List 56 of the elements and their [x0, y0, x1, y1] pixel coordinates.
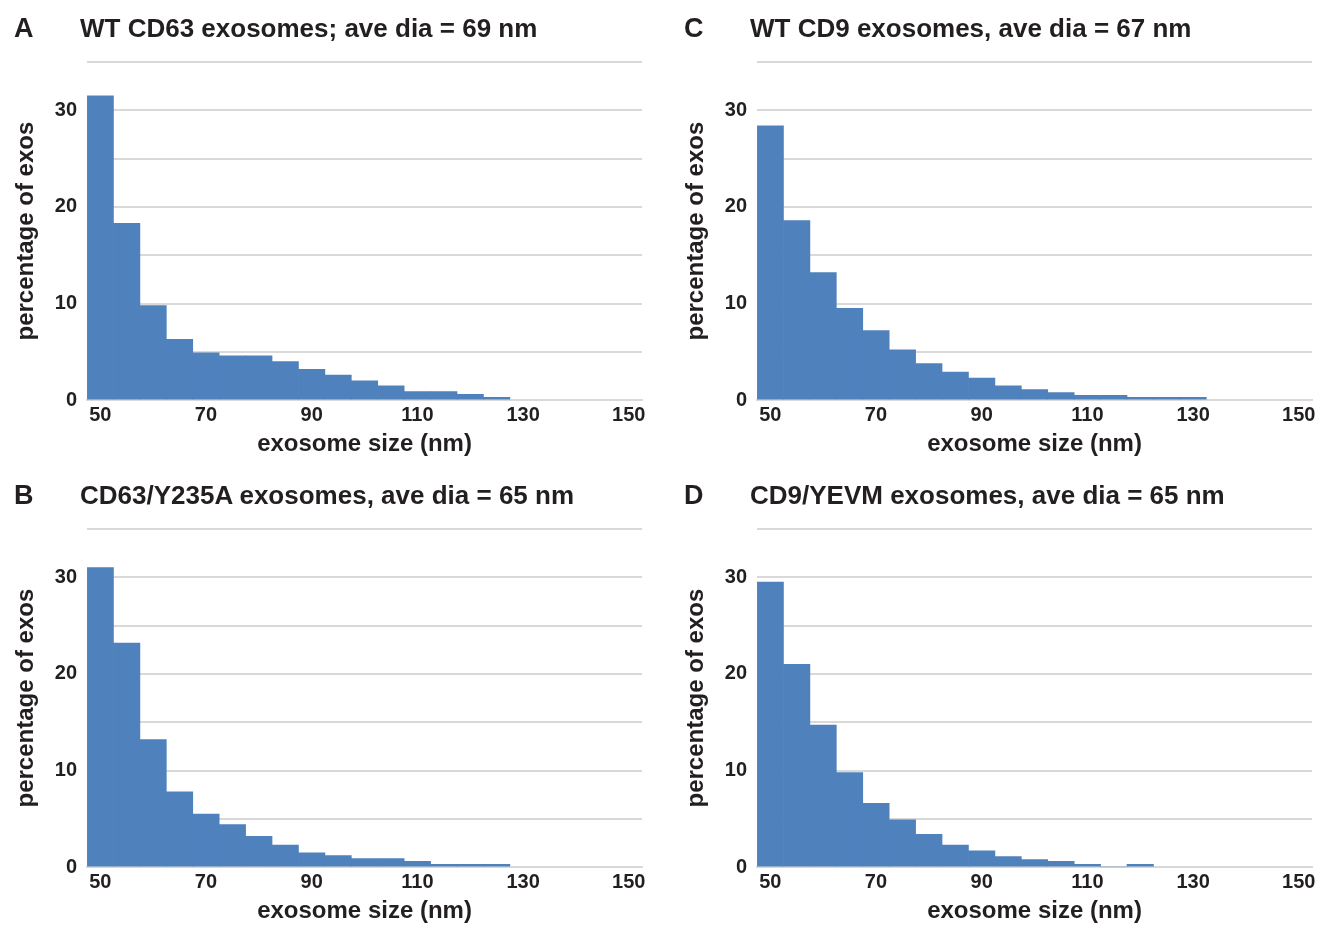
y-axis-title: percentage of exos	[681, 588, 709, 808]
y-axis-title: percentage of exos	[681, 121, 709, 341]
x-tick-label: 110	[1071, 869, 1104, 892]
y-tick-label: 20	[54, 661, 78, 684]
x-tick-label: 110	[1071, 402, 1104, 425]
chart-title: CD63/Y235A exosomes, ave dia = 65 nm	[80, 480, 575, 511]
y-tick-label: 20	[724, 194, 748, 217]
x-tick-label: 70	[864, 869, 888, 892]
chart-title: CD9/YEVM exosomes, ave dia = 65 nm	[750, 480, 1225, 511]
x-tick-label: 130	[506, 402, 540, 425]
y-tick-label: 0	[65, 387, 78, 410]
y-tick-label: 10	[724, 291, 748, 314]
x-tick-label: 110	[401, 869, 434, 892]
x-axis-title: exosome size (nm)	[927, 429, 1142, 457]
y-axis-title: percentage of exos	[11, 588, 39, 808]
chart-title: WT CD63 exosomes; ave dia = 69 nm	[80, 13, 538, 44]
y-tick-label: 10	[54, 291, 78, 314]
y-tick-label: 10	[724, 758, 748, 781]
y-tick-label: 0	[65, 854, 78, 877]
y-tick-label: 20	[724, 661, 748, 684]
x-tick-label: 150	[1282, 869, 1316, 892]
y-tick-label: 10	[54, 758, 78, 781]
x-axis-title: exosome size (nm)	[927, 896, 1142, 924]
x-tick-label: 90	[300, 869, 323, 892]
text: C	[684, 13, 704, 44]
x-axis-title: exosome size (nm)	[257, 429, 472, 457]
y-tick-label: 0	[735, 854, 748, 877]
x-tick-label: 150	[612, 869, 646, 892]
x-tick-label: 90	[970, 402, 993, 425]
y-tick-label: 0	[735, 387, 748, 410]
y-tick-label: 20	[54, 194, 78, 217]
y-axis-title: percentage of exos	[11, 121, 39, 341]
x-tick-label: 70	[864, 402, 888, 425]
x-tick-label: 50	[759, 402, 782, 425]
y-tick-label: 30	[724, 97, 748, 120]
y-tick-label: 30	[54, 97, 78, 120]
x-tick-label: 130	[1176, 402, 1210, 425]
x-tick-label: 90	[970, 869, 993, 892]
x-tick-label: 70	[194, 869, 218, 892]
text: B	[14, 480, 34, 511]
x-tick-label: 130	[506, 869, 540, 892]
y-tick-label: 30	[54, 564, 78, 587]
x-tick-label: 90	[300, 402, 323, 425]
x-tick-label: 50	[759, 869, 782, 892]
chart-title: WT CD9 exosomes, ave dia = 67 nm	[750, 13, 1192, 44]
x-tick-label: 150	[612, 402, 646, 425]
text: D	[684, 480, 704, 511]
x-tick-label: 110	[401, 402, 434, 425]
x-tick-label: 50	[89, 869, 112, 892]
y-tick-label: 30	[724, 564, 748, 587]
text: A	[14, 13, 34, 44]
x-axis-title: exosome size (nm)	[257, 896, 472, 924]
x-tick-label: 130	[1176, 869, 1210, 892]
x-tick-label: 70	[194, 402, 218, 425]
x-tick-label: 150	[1282, 402, 1316, 425]
x-tick-label: 50	[89, 402, 112, 425]
